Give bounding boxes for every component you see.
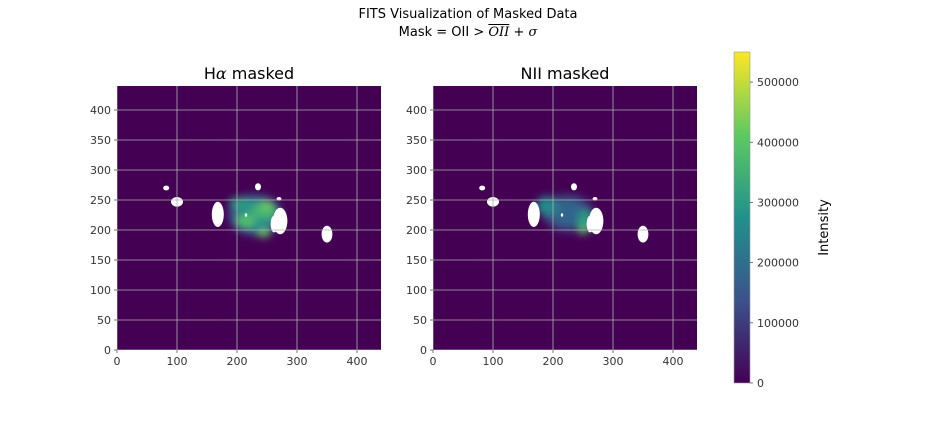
masked-region <box>244 213 248 217</box>
masked-region <box>211 201 224 227</box>
y-tick-label: 150 <box>406 254 427 267</box>
colorbar-tick-label: 0 <box>757 377 764 390</box>
y-tick-label: 200 <box>406 224 427 237</box>
figure-title: FITS Visualization of Masked Data <box>358 7 578 22</box>
emission-layer <box>536 194 595 235</box>
masked-region <box>255 183 261 191</box>
emission-blob <box>261 201 273 211</box>
colorbar <box>733 51 751 384</box>
masked-region <box>479 185 486 191</box>
y-tick-label: 350 <box>406 134 427 147</box>
colorbar-tick-label: 500000 <box>757 76 799 89</box>
masked-region <box>321 225 333 243</box>
emission-blob <box>550 200 586 227</box>
x-tick-label: 200 <box>543 355 564 368</box>
subtitle-plus: + <box>513 25 525 40</box>
panel-1 <box>433 86 697 350</box>
x-tick-label: 0 <box>114 355 121 368</box>
x-tick-label: 0 <box>430 355 437 368</box>
y-tick-label: 50 <box>97 314 111 327</box>
figure-subtitle: Mask = OII > OII + σ <box>0 25 936 40</box>
colorbar-tick-label: 100000 <box>757 317 799 330</box>
y-tick-label: 250 <box>90 194 111 207</box>
panel-title-halpha: Hα masked <box>117 64 381 83</box>
x-tick-label: 300 <box>287 355 308 368</box>
x-tick-label: 200 <box>227 355 248 368</box>
y-tick-label: 0 <box>420 344 427 357</box>
y-tick-label: 0 <box>104 344 111 357</box>
x-tick-label: 100 <box>167 355 188 368</box>
masked-region <box>270 215 278 233</box>
emission-blob <box>536 196 558 216</box>
x-tick-label: 100 <box>483 355 504 368</box>
x-tick-label: 400 <box>663 355 684 368</box>
y-tick-label: 250 <box>406 194 427 207</box>
panel-title-halpha-prefix: H <box>203 64 216 83</box>
y-tick-label: 200 <box>90 224 111 237</box>
x-tick-label: 300 <box>603 355 624 368</box>
panel-title-nii: NII masked <box>520 64 610 83</box>
y-tick-label: 300 <box>90 164 111 177</box>
panel-0 <box>117 86 381 350</box>
panel-title-halpha-suffix: masked <box>226 64 295 83</box>
emission-blob <box>236 214 256 228</box>
colorbar-tick-label: 200000 <box>757 257 799 270</box>
x-tick-label: 400 <box>347 355 368 368</box>
y-tick-label: 350 <box>90 134 111 147</box>
subtitle-sigma: σ <box>528 25 538 40</box>
y-tick-label: 400 <box>406 104 427 117</box>
y-tick-label: 400 <box>90 104 111 117</box>
masked-region <box>637 225 649 243</box>
y-tick-label: 300 <box>406 164 427 177</box>
subtitle-mean-oii: OII <box>488 25 510 40</box>
masked-region <box>527 201 540 227</box>
emission-blob <box>258 228 270 238</box>
masked-region <box>560 213 564 217</box>
subtitle-prefix: Mask = OII > <box>398 25 485 40</box>
y-tick-label: 100 <box>406 284 427 297</box>
y-tick-label: 150 <box>90 254 111 267</box>
panel-title-halpha-greek: α <box>215 64 227 83</box>
masked-region <box>586 215 594 233</box>
colorbar-tick-label: 400000 <box>757 136 799 149</box>
masked-region <box>571 183 577 191</box>
emission-blob <box>229 197 251 209</box>
colorbar-label: Intensity <box>816 199 832 256</box>
y-tick-label: 100 <box>90 284 111 297</box>
colorbar-tick-label: 300000 <box>757 196 799 209</box>
masked-region <box>163 185 170 191</box>
y-tick-label: 50 <box>413 314 427 327</box>
